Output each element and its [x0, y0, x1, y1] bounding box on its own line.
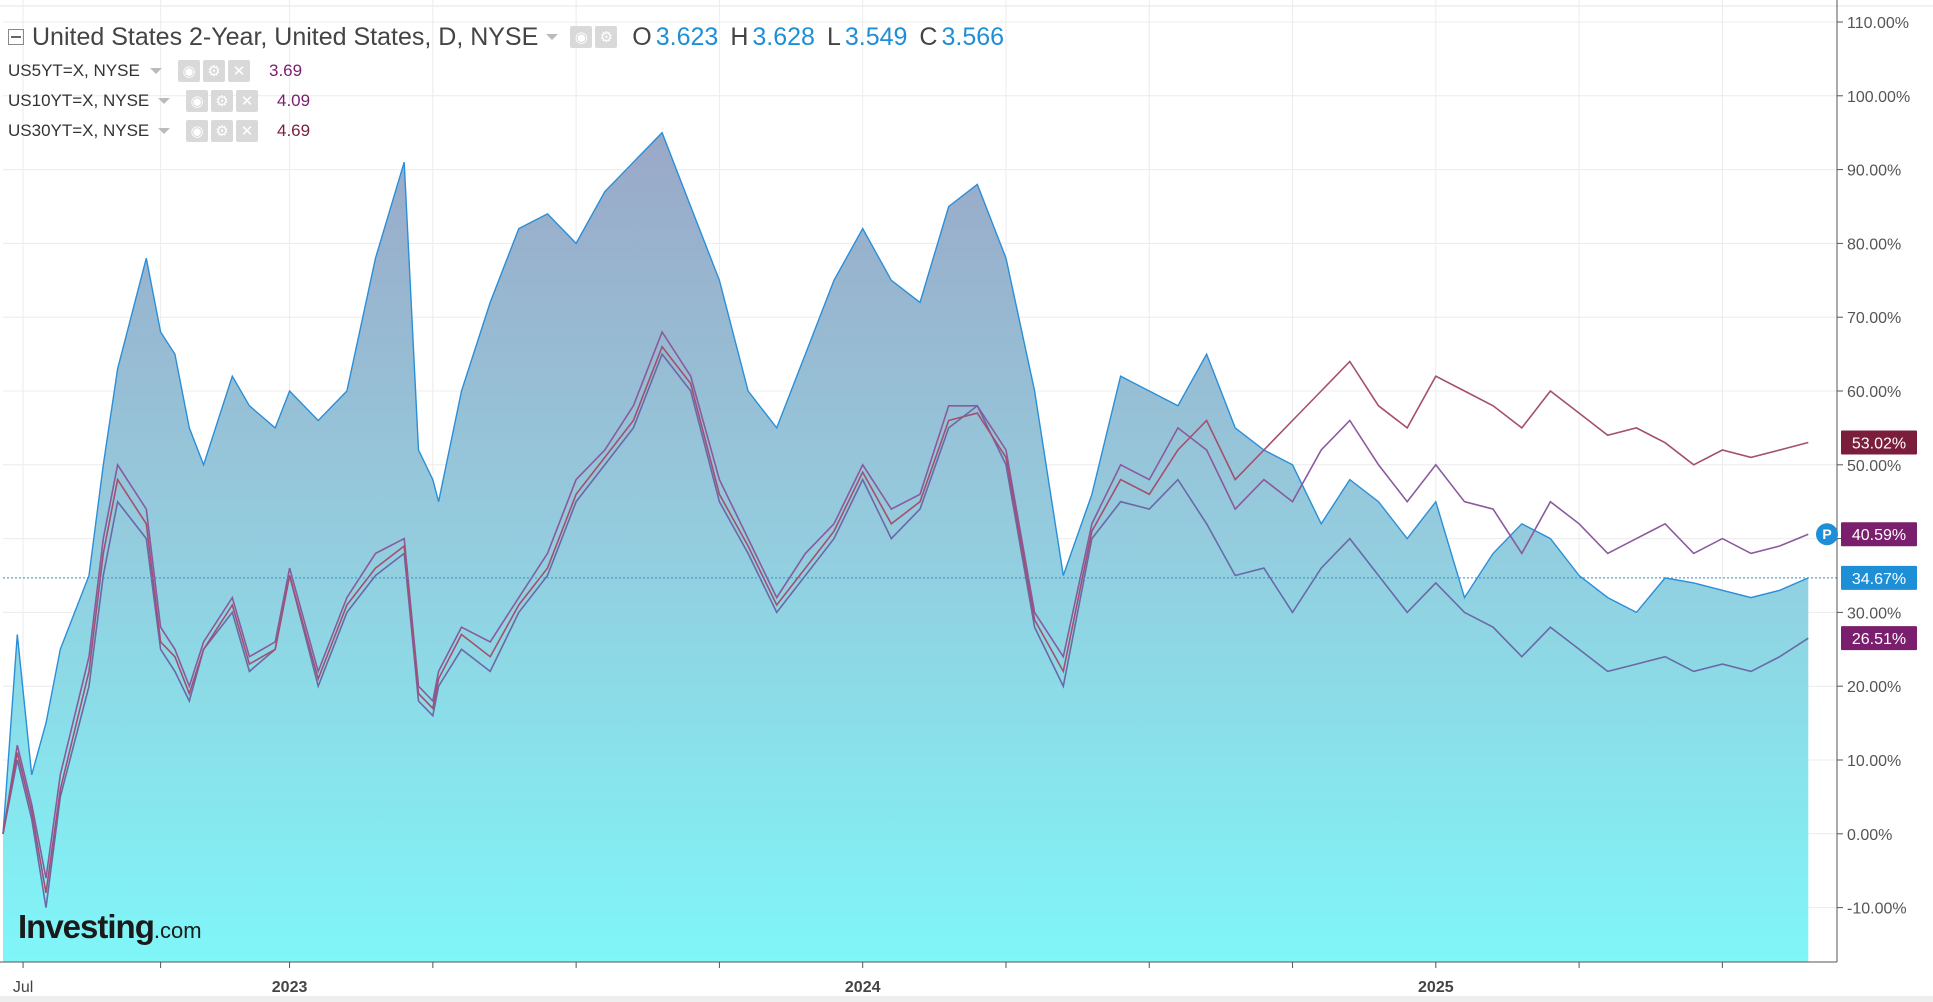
ohlc-values: O 3.623 H 3.628 L 3.549 C 3.566	[620, 23, 1004, 52]
compare-symbol-value: 4.69	[277, 121, 311, 140]
chart-legend: United States 2-Year, United States, D, …	[8, 18, 1004, 146]
y-tick-label: 70.00%	[1847, 310, 1901, 327]
chevron-down-icon[interactable]	[158, 128, 170, 134]
y-axis[interactable]: 110.00% 100.00% 90.00% 80.00% 70.00% 60.00% 50…	[1836, 0, 1910, 962]
eye-icon[interactable]: ◉	[186, 120, 208, 142]
series-line-us30yt[interactable]	[2, 345, 1809, 893]
compare-symbol-name: US10YT=X, NYSE	[8, 91, 150, 110]
price-marker-icon[interactable]	[1816, 523, 1838, 546]
compare-symbol-row[interactable]: US5YT=X, NYSE ◉ ⚙ ✕ 3.69	[8, 56, 1004, 86]
main-symbol-legend: United States 2-Year, United States, D, …	[8, 18, 1004, 56]
last-value-badge	[1841, 430, 1917, 455]
ohlc-value-c: 3.566	[941, 22, 1005, 51]
ohlc-key-c: C	[919, 22, 938, 51]
y-tick-label: 50.00%	[1847, 458, 1901, 475]
eye-icon[interactable]: ◉	[570, 26, 593, 48]
compare-symbol-row[interactable]: US30YT=X, NYSE ◉ ⚙ ✕ 4.69	[8, 116, 1004, 146]
series-line-us10yt[interactable]	[2, 330, 1809, 879]
y-tick-label: 60.00%	[1847, 384, 1901, 401]
gear-icon[interactable]: ⚙	[211, 120, 233, 142]
ohlc-key-h: H	[730, 22, 749, 51]
last-value-label: 40.59%	[1852, 527, 1906, 544]
bottom-strip	[0, 996, 1933, 1002]
y-tick-label: 90.00%	[1847, 163, 1901, 180]
close-icon[interactable]: ✕	[236, 120, 258, 142]
ohlc-key-o: O	[632, 22, 652, 51]
area-fill-us2y	[3, 132, 1809, 962]
y-tick-label: 100.00%	[1847, 89, 1910, 106]
compare-symbol-value: 4.09	[277, 91, 311, 110]
ohlc-value-o: 3.623	[655, 22, 719, 51]
price-marker-label: P	[1822, 526, 1831, 542]
close-icon[interactable]: ✕	[236, 90, 258, 112]
ohlc-key-l: L	[826, 22, 841, 51]
y-tick-label: 110.00%	[1847, 15, 1909, 32]
collapse-legend-button[interactable]	[8, 29, 24, 45]
compare-symbol-name: US30YT=X, NYSE	[8, 121, 150, 140]
chart-title: United States 2-Year, United States, D, …	[32, 22, 539, 51]
x-tick-label: Jul	[13, 979, 33, 996]
y-tick-label: 30.00%	[1847, 605, 1901, 622]
compare-symbol-value: 3.69	[269, 61, 303, 80]
last-value-badge	[1841, 522, 1917, 547]
compare-symbols-list: US5YT=X, NYSE ◉ ⚙ ✕ 3.69 US10YT=X, NYSE ◉ ⚙ ✕ 4.0…	[8, 56, 1004, 146]
y-tick-label: 80.00%	[1847, 236, 1901, 253]
y-tick-label: -10.00%	[1847, 901, 1907, 918]
x-tick-label: 2025	[1418, 979, 1454, 996]
x-axis[interactable]: Jul 2023 2024 2025	[0, 961, 1837, 996]
eye-icon[interactable]: ◉	[186, 90, 208, 112]
investing-logo: Investing.com	[18, 908, 202, 946]
chevron-down-icon[interactable]	[546, 34, 559, 40]
last-value-label: 34.67%	[1852, 571, 1906, 588]
last-value-badge	[1841, 565, 1917, 590]
last-value-badge	[1841, 626, 1917, 651]
eye-icon[interactable]: ◉	[178, 60, 200, 82]
chevron-down-icon[interactable]	[150, 68, 162, 74]
series-layer	[2, 131, 1837, 962]
last-value-label: 53.02%	[1852, 436, 1906, 453]
gear-icon[interactable]: ⚙	[203, 60, 225, 82]
compare-symbol-name: US5YT=X, NYSE	[8, 61, 140, 80]
ohlc-value-l: 3.549	[844, 22, 908, 51]
chevron-down-icon[interactable]	[158, 98, 170, 104]
logo-domain: .com	[153, 918, 202, 943]
gear-icon[interactable]: ⚙	[595, 26, 618, 48]
last-value-label: 26.51%	[1852, 631, 1906, 648]
y-tick-label: 10.00%	[1847, 753, 1901, 770]
y-tick-label: 0.00%	[1847, 827, 1892, 844]
last-value-labels: 34.67% 26.51% 40.59% 53.02% P	[1816, 430, 1917, 651]
y-tick-label: 20.00%	[1847, 679, 1901, 696]
compare-symbol-row[interactable]: US10YT=X, NYSE ◉ ⚙ ✕ 4.09	[8, 86, 1004, 116]
x-tick-label: 2023	[272, 979, 308, 996]
gear-icon[interactable]: ⚙	[211, 90, 233, 112]
x-tick-label: 2024	[845, 979, 881, 996]
series-line-us2y[interactable]	[2, 131, 1809, 834]
close-icon[interactable]: ✕	[228, 60, 250, 82]
ohlc-value-h: 3.628	[752, 22, 815, 51]
logo-text: Investing	[18, 908, 155, 945]
